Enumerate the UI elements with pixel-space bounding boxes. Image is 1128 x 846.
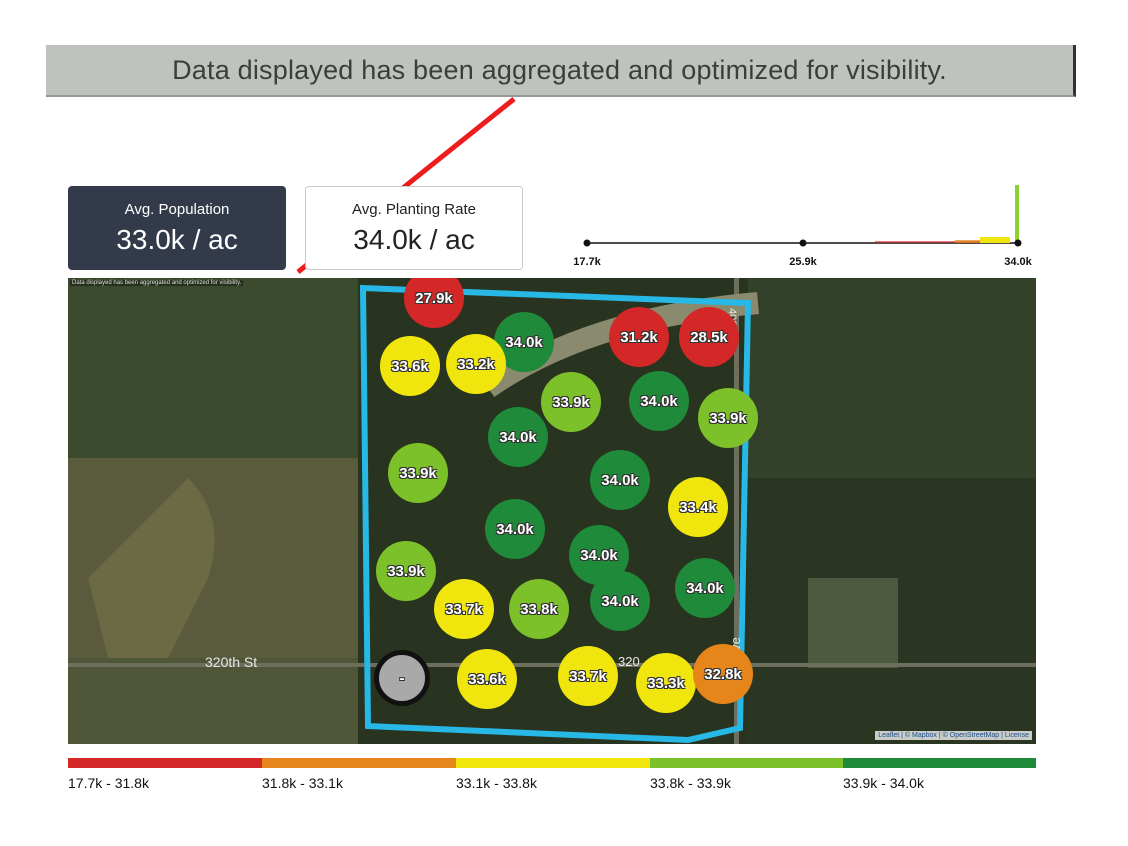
rate-point[interactable]: 33.7k xyxy=(558,646,618,706)
rate-point[interactable]: 34.0k xyxy=(590,571,650,631)
avg-planting-rate-value: 34.0k / ac xyxy=(353,223,475,255)
legend-label-2: 31.8k - 33.1k xyxy=(262,775,343,791)
rate-point[interactable]: 34.0k xyxy=(675,558,735,618)
rate-point[interactable]: 28.5k xyxy=(679,307,739,367)
rate-point[interactable]: 33.6k xyxy=(380,336,440,396)
map-attribution[interactable]: Leaflet | © Mapbox | © OpenStreetMap | L… xyxy=(875,731,1032,740)
rate-point[interactable]: 33.9k xyxy=(388,443,448,503)
legend-swatch-2 xyxy=(262,758,456,768)
rate-point[interactable]: 34.0k xyxy=(488,407,548,467)
legend-swatch-1 xyxy=(68,758,262,768)
rate-point[interactable]: 33.9k xyxy=(376,541,436,601)
rate-point[interactable]: 33.9k xyxy=(541,372,601,432)
street-label-320th-st: 320th St xyxy=(205,654,258,670)
rate-point[interactable]: 33.9k xyxy=(698,388,758,448)
histogram-tick-max: 34.0k xyxy=(1004,256,1032,268)
visibility-banner: Data displayed has been aggregated and o… xyxy=(46,45,1076,97)
legend-swatch-5 xyxy=(843,758,1036,768)
banner-text: Data displayed has been aggregated and o… xyxy=(172,54,947,85)
rate-point[interactable]: 33.3k xyxy=(636,653,696,713)
rate-point[interactable]: 34.0k xyxy=(494,312,554,372)
map-note: Data displayed has been aggregated and o… xyxy=(70,280,244,286)
rate-histogram: 17.7k 25.9k 34.0k xyxy=(573,180,1045,270)
avg-population-label: Avg. Population xyxy=(124,200,230,218)
rate-point[interactable]: 34.0k xyxy=(569,525,629,585)
avg-population-card: Avg. Population 33.0k / ac xyxy=(68,186,286,270)
histogram-peak-bar xyxy=(1015,185,1019,243)
legend-swatch-4 xyxy=(650,758,843,768)
rate-point[interactable]: 27.9k xyxy=(404,278,464,328)
rate-point[interactable]: - xyxy=(374,650,430,706)
satellite-background xyxy=(68,278,1036,744)
histogram-tick-min: 17.7k xyxy=(573,256,601,268)
street-label-320: 320 xyxy=(618,654,640,669)
histogram-plot xyxy=(583,185,1022,247)
legend-swatch-3 xyxy=(456,758,650,768)
rate-point[interactable]: 33.4k xyxy=(668,477,728,537)
rate-point[interactable]: 33.6k xyxy=(457,649,517,709)
rate-point[interactable]: 34.0k xyxy=(590,450,650,510)
rate-point[interactable]: 33.8k xyxy=(509,579,569,639)
field-map[interactable]: Data displayed has been aggregated and o… xyxy=(68,278,1036,744)
field-boundary xyxy=(359,284,752,744)
rate-point[interactable]: 34.0k xyxy=(485,499,545,559)
legend-label-3: 33.1k - 33.8k xyxy=(456,775,537,791)
avg-planting-rate-card[interactable]: Avg. Planting Rate 34.0k / ac xyxy=(305,186,523,270)
rate-point[interactable]: 32.8k xyxy=(693,644,753,704)
rate-legend: 17.7k - 31.8k 31.8k - 33.1k 33.1k - 33.8… xyxy=(68,758,1036,798)
avg-population-value: 33.0k / ac xyxy=(116,223,238,255)
rate-point[interactable]: 34.0k xyxy=(629,371,689,431)
legend-label-5: 33.9k - 34.0k xyxy=(843,775,924,791)
legend-label-1: 17.7k - 31.8k xyxy=(68,775,149,791)
histogram-tick-mid: 25.9k xyxy=(789,256,817,268)
rate-point[interactable]: 31.2k xyxy=(609,307,669,367)
avg-planting-rate-label: Avg. Planting Rate xyxy=(352,200,476,218)
legend-label-4: 33.8k - 33.9k xyxy=(650,775,731,791)
rate-point[interactable]: 33.7k xyxy=(434,579,494,639)
rate-point[interactable]: 33.2k xyxy=(446,334,506,394)
